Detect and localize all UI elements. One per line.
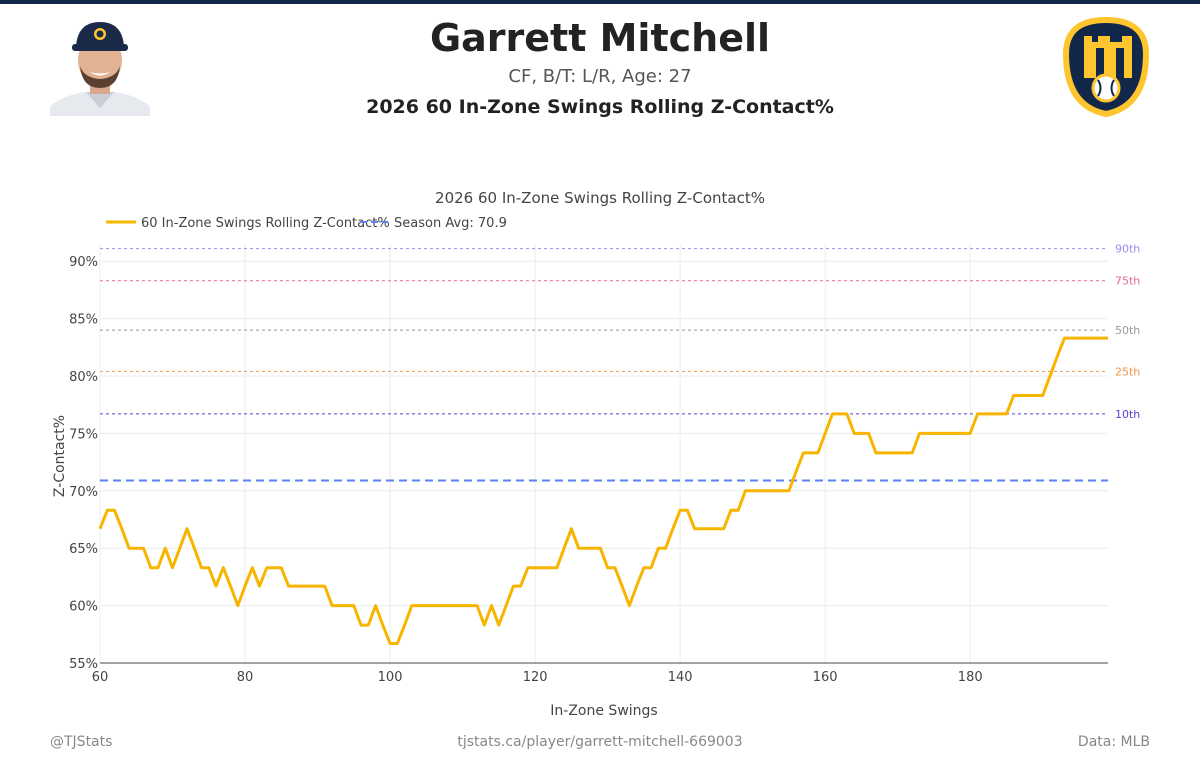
legend: 60 In-Zone Swings Rolling Z-Contact% Sea…: [106, 216, 507, 231]
x-tick-label: 100: [378, 670, 403, 685]
grid: [99, 244, 1108, 664]
x-axis-label: In-Zone Swings: [550, 703, 657, 719]
y-tick-label: 55%: [69, 657, 98, 672]
player-headshot: [50, 16, 150, 116]
chart-heading: 2026 60 In-Zone Swings Rolling Z-Contact…: [366, 96, 834, 118]
top-accent-bar: [0, 0, 1200, 4]
player-info: CF, B/T: L/R, Age: 27: [508, 66, 692, 87]
percentile-lines: 90th 75th 50th 25th 10th: [100, 243, 1140, 421]
y-tick-label: 75%: [69, 427, 98, 442]
chart-title: 2026 60 In-Zone Swings Rolling Z-Contact…: [435, 189, 765, 207]
x-tick-label: 160: [813, 670, 838, 685]
legend-label-rolling: 60 In-Zone Swings Rolling Z-Contact%: [141, 216, 390, 231]
x-tick-label: 180: [958, 670, 983, 685]
rolling-z-contact-line: [98, 336, 1108, 645]
y-tick-label: 70%: [69, 485, 98, 500]
percentile-label-25th: 25th: [1115, 365, 1140, 378]
y-tick-label: 80%: [69, 370, 98, 385]
footer-source: Data: MLB: [1077, 734, 1150, 750]
z-contact-chart: 2026 60 In-Zone Swings Rolling Z-Contact…: [52, 189, 1140, 719]
percentile-label-10th: 10th: [1115, 408, 1140, 421]
y-tick-label: 60%: [69, 600, 98, 615]
percentile-label-75th: 75th: [1115, 275, 1140, 288]
footer-url[interactable]: tjstats.ca/player/garrett-mitchell-66900…: [457, 734, 743, 750]
percentile-label-90th: 90th: [1115, 243, 1140, 256]
x-tick-label: 120: [523, 670, 548, 685]
player-name: Garrett Mitchell: [429, 16, 771, 60]
brewers-glove-logo: [1062, 16, 1150, 118]
x-tick-labels: 60 80 100 120 140 160 180: [92, 670, 983, 685]
x-tick-label: 60: [92, 670, 109, 685]
y-tick-label: 65%: [69, 542, 98, 557]
y-tick-labels: 55% 60% 65% 70% 75% 80% 85% 90%: [69, 255, 98, 672]
y-tick-label: 85%: [69, 313, 98, 328]
y-axis-label: Z-Contact%: [52, 415, 68, 497]
x-tick-label: 80: [237, 670, 254, 685]
legend-label-season-avg: Season Avg: 70.9: [394, 216, 507, 231]
percentile-label-50th: 50th: [1115, 324, 1140, 337]
footer-handle: @TJStats: [50, 734, 113, 750]
header: Garrett Mitchell CF, B/T: L/R, Age: 27 2…: [0, 0, 1200, 130]
x-tick-label: 140: [668, 670, 693, 685]
y-tick-label: 90%: [69, 255, 98, 270]
